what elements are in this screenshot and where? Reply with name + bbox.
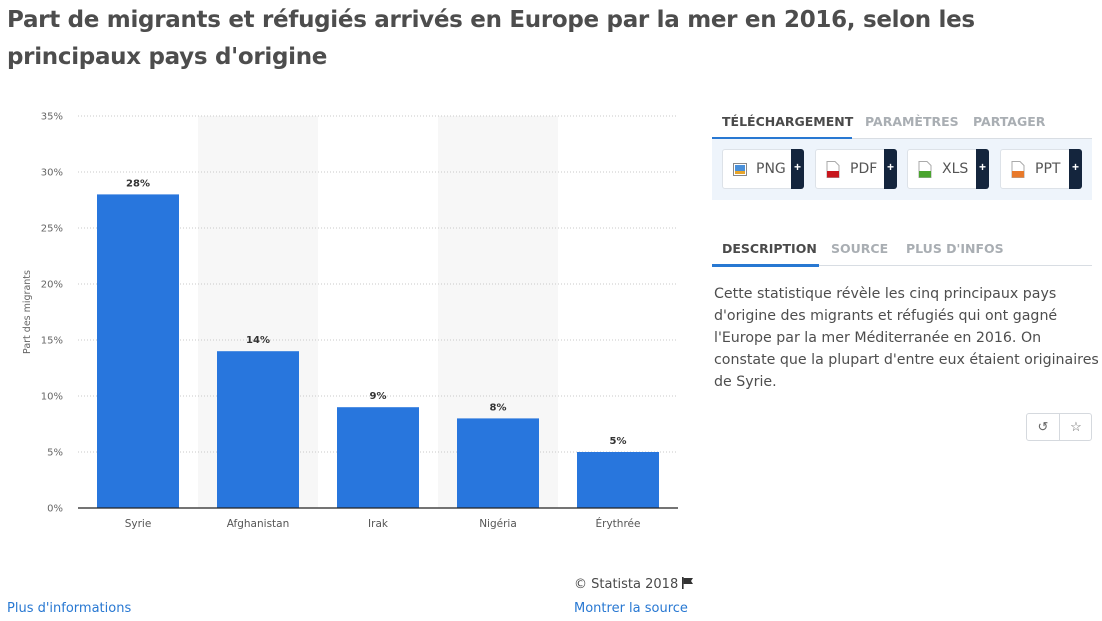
- tab-plus-d-infos[interactable]: PLUS D'INFOS: [906, 241, 1004, 256]
- copyright-text: © Statista 2018: [574, 577, 679, 592]
- download-pdf-label: PDF: [850, 161, 878, 177]
- data-label: 28%: [126, 178, 150, 189]
- x-tick-label: Irak: [368, 518, 389, 530]
- action-buttons: ↺ ☆: [1026, 413, 1092, 441]
- data-label: 9%: [370, 391, 387, 402]
- download-pdf-button[interactable]: PDF +: [815, 149, 897, 189]
- y-axis-label: Part des migrants: [22, 270, 33, 354]
- y-tick-label: 25%: [41, 224, 63, 235]
- flag-icon[interactable]: [682, 577, 694, 589]
- pdf-file-icon: [826, 161, 840, 178]
- bar[interactable]: [217, 351, 299, 508]
- history-icon[interactable]: ↺: [1037, 419, 1049, 434]
- x-tick-label: Nigéria: [479, 518, 517, 530]
- xls-file-icon: [918, 161, 932, 178]
- bar[interactable]: [97, 194, 179, 508]
- plus-icon[interactable]: +: [1069, 149, 1082, 189]
- divider: [1059, 414, 1060, 440]
- png-file-icon: [733, 163, 747, 176]
- tab-description[interactable]: DESCRIPTION: [722, 241, 817, 256]
- tab-partager[interactable]: PARTAGER: [973, 114, 1046, 129]
- y-tick-label: 10%: [41, 392, 63, 403]
- active-tab-indicator: [712, 264, 819, 267]
- y-tick-label: 5%: [47, 448, 63, 459]
- y-tick-label: 20%: [41, 280, 63, 291]
- bar[interactable]: [457, 418, 539, 508]
- copyright: © Statista 2018: [574, 577, 694, 592]
- show-source-link[interactable]: Montrer la source: [574, 601, 688, 616]
- bar[interactable]: [577, 452, 659, 508]
- download-png-label: PNG: [756, 161, 786, 177]
- export-tabs: TÉLÉCHARGEMENT PARAMÈTRES PARTAGER: [712, 110, 1092, 140]
- download-ppt-label: PPT: [1035, 161, 1061, 177]
- plus-icon[interactable]: +: [976, 149, 989, 189]
- y-tick-label: 15%: [41, 336, 63, 347]
- plus-icon[interactable]: +: [791, 149, 804, 189]
- y-tick-label: 30%: [41, 168, 63, 179]
- bar-chart: 0% 5% 10% 15% 20% 25% 30% 35% 28% 14% 9% 8% 5% Syri…: [22, 112, 678, 530]
- download-area: PNG + PDF + XLS + PPT +: [712, 139, 1092, 200]
- data-label: 5%: [610, 436, 627, 447]
- active-tab-indicator: [712, 137, 852, 140]
- x-tick-label: Syrie: [125, 518, 152, 530]
- page-title: Part de migrants et réfugiés arrivés en …: [7, 7, 975, 70]
- info-tabs: DESCRIPTION SOURCE PLUS D'INFOS: [712, 237, 1092, 267]
- tab-parametres[interactable]: PARAMÈTRES: [865, 114, 959, 129]
- description-text: Cette statistique révèle les cinq princi…: [714, 286, 1099, 390]
- download-xls-button[interactable]: XLS +: [907, 149, 989, 189]
- data-label: 8%: [490, 402, 507, 413]
- tab-telechargement[interactable]: TÉLÉCHARGEMENT: [722, 114, 854, 129]
- star-icon[interactable]: ☆: [1070, 419, 1082, 434]
- x-tick-label: Afghanistan: [227, 518, 290, 530]
- data-label: 14%: [246, 335, 270, 346]
- ppt-file-icon: [1011, 161, 1025, 178]
- tab-source[interactable]: SOURCE: [831, 241, 889, 256]
- more-info-link[interactable]: Plus d'informations: [7, 601, 132, 616]
- plus-icon[interactable]: +: [884, 149, 897, 189]
- y-tick-label: 0%: [47, 504, 63, 515]
- bar[interactable]: [337, 407, 419, 508]
- y-tick-label: 35%: [41, 112, 63, 123]
- x-tick-label: Érythrée: [596, 517, 641, 530]
- download-ppt-button[interactable]: PPT +: [1000, 149, 1082, 189]
- download-xls-label: XLS: [942, 161, 969, 177]
- download-png-button[interactable]: PNG +: [722, 149, 804, 189]
